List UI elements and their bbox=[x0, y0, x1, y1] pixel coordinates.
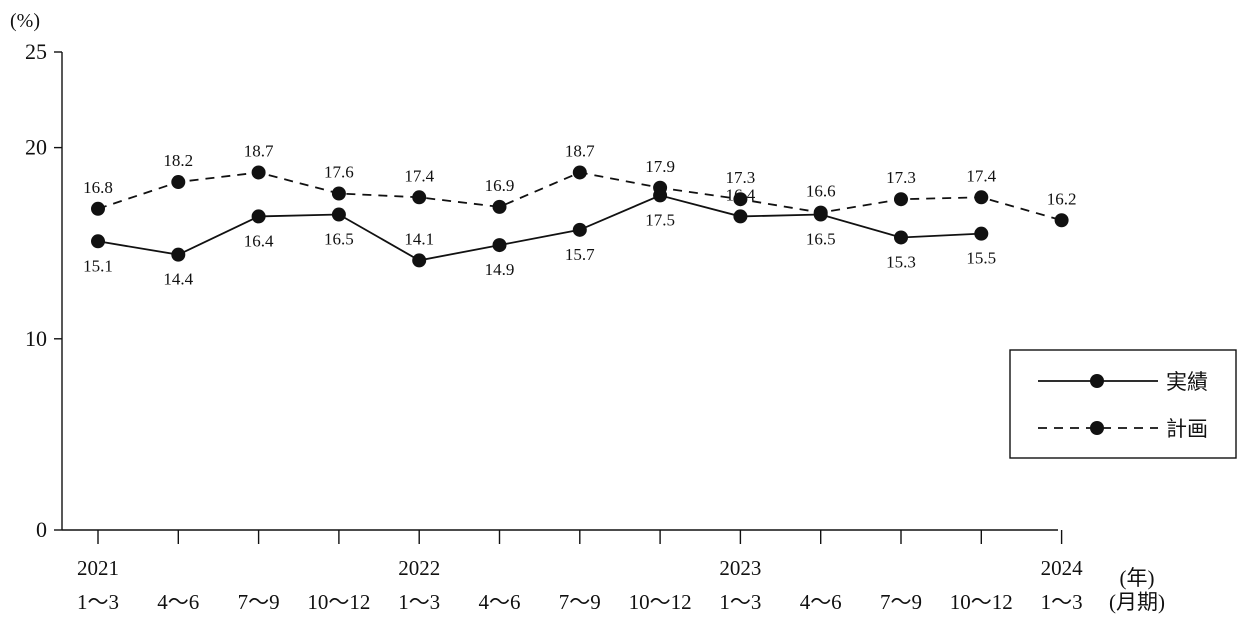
data-label-実績: 15.3 bbox=[886, 252, 916, 271]
data-label-計画: 17.3 bbox=[726, 168, 756, 187]
data-label-計画: 17.3 bbox=[886, 168, 916, 187]
x-tick-period: 4～6 bbox=[157, 590, 199, 614]
point-計画 bbox=[1054, 213, 1069, 228]
point-計画 bbox=[572, 165, 587, 180]
y-tick-label: 10 bbox=[25, 326, 47, 351]
point-実績 bbox=[251, 209, 266, 224]
data-label-計画: 16.8 bbox=[83, 178, 113, 197]
data-label-実績: 15.1 bbox=[83, 256, 113, 275]
point-計画 bbox=[251, 165, 266, 180]
y-tick-label: 20 bbox=[25, 135, 47, 160]
point-実績 bbox=[974, 226, 989, 241]
data-label-実績: 16.4 bbox=[244, 231, 274, 250]
x-tick-period: 7～9 bbox=[559, 590, 601, 614]
legend-label: 実績 bbox=[1166, 370, 1208, 394]
data-label-計画: 17.4 bbox=[404, 166, 434, 185]
x-tick-period: 4～6 bbox=[800, 590, 842, 614]
legend-label: 計画 bbox=[1166, 417, 1208, 441]
x-tick-year: 2023 bbox=[719, 556, 761, 580]
series-line-実績 bbox=[97, 194, 982, 262]
data-label-計画: 16.2 bbox=[1047, 189, 1077, 208]
data-label-計画: 16.9 bbox=[485, 176, 515, 195]
point-実績 bbox=[492, 238, 507, 253]
data-label-実績: 14.1 bbox=[404, 229, 434, 248]
x-tick-period: 10～12 bbox=[307, 590, 370, 614]
y-axis-unit: (%) bbox=[10, 10, 40, 32]
y-tick-label: 25 bbox=[25, 39, 47, 64]
point-計画 bbox=[91, 201, 105, 216]
point-計画 bbox=[894, 192, 908, 207]
x-tick-period: 4～6 bbox=[479, 590, 521, 614]
point-実績 bbox=[171, 247, 186, 262]
data-label-計画: 16.6 bbox=[806, 182, 836, 201]
x-tick-year: 2024 bbox=[1041, 556, 1084, 580]
data-label-計画: 18.7 bbox=[244, 141, 274, 160]
x-axis-unit-year: (年) bbox=[1120, 566, 1155, 590]
point-実績 bbox=[331, 207, 346, 222]
point-計画 bbox=[974, 190, 989, 205]
x-axis-unit-period: (月期) bbox=[1109, 590, 1165, 614]
point-実績 bbox=[412, 253, 427, 268]
data-label-計画: 17.9 bbox=[645, 157, 675, 176]
point-計画 bbox=[733, 192, 748, 207]
x-tick-period: 1～3 bbox=[719, 590, 761, 614]
data-label-実績: 16.5 bbox=[806, 230, 836, 249]
point-計画 bbox=[492, 199, 507, 214]
data-label-計画: 18.7 bbox=[565, 141, 595, 160]
data-label-計画: 17.4 bbox=[966, 166, 996, 185]
data-label-実績: 14.4 bbox=[163, 270, 193, 289]
legend-box bbox=[1009, 349, 1237, 459]
point-計画 bbox=[171, 175, 186, 190]
point-実績 bbox=[894, 230, 908, 245]
x-tick-period: 1～3 bbox=[398, 590, 440, 614]
x-tick-year: 2021 bbox=[77, 556, 119, 580]
series-line-計画 bbox=[97, 171, 1062, 222]
data-label-実績: 15.5 bbox=[966, 249, 996, 268]
point-計画 bbox=[653, 180, 668, 195]
data-label-計画: 17.6 bbox=[324, 162, 354, 181]
x-tick-period: 7～9 bbox=[238, 590, 280, 614]
x-tick-period: 10～12 bbox=[950, 590, 1013, 614]
point-実績 bbox=[733, 209, 748, 224]
legend-marker bbox=[1090, 421, 1104, 435]
data-label-実績: 16.5 bbox=[324, 230, 354, 249]
data-label-実績: 15.7 bbox=[565, 245, 595, 264]
x-tick-period: 1～3 bbox=[77, 590, 119, 614]
x-tick-period: 10～12 bbox=[629, 590, 692, 614]
legend-marker bbox=[1090, 374, 1104, 388]
point-計画 bbox=[331, 186, 346, 201]
point-計画 bbox=[412, 190, 427, 205]
x-tick-period: 7～9 bbox=[880, 590, 922, 614]
data-label-計画: 18.2 bbox=[163, 151, 193, 170]
y-tick-label: 0 bbox=[36, 517, 47, 542]
x-tick-period: 1～3 bbox=[1041, 590, 1083, 614]
data-label-実績: 14.9 bbox=[485, 260, 515, 279]
point-計画 bbox=[813, 205, 828, 220]
data-label-実績: 17.5 bbox=[645, 210, 675, 229]
x-tick-year: 2022 bbox=[398, 556, 440, 580]
point-実績 bbox=[572, 222, 587, 237]
point-実績 bbox=[91, 234, 105, 249]
